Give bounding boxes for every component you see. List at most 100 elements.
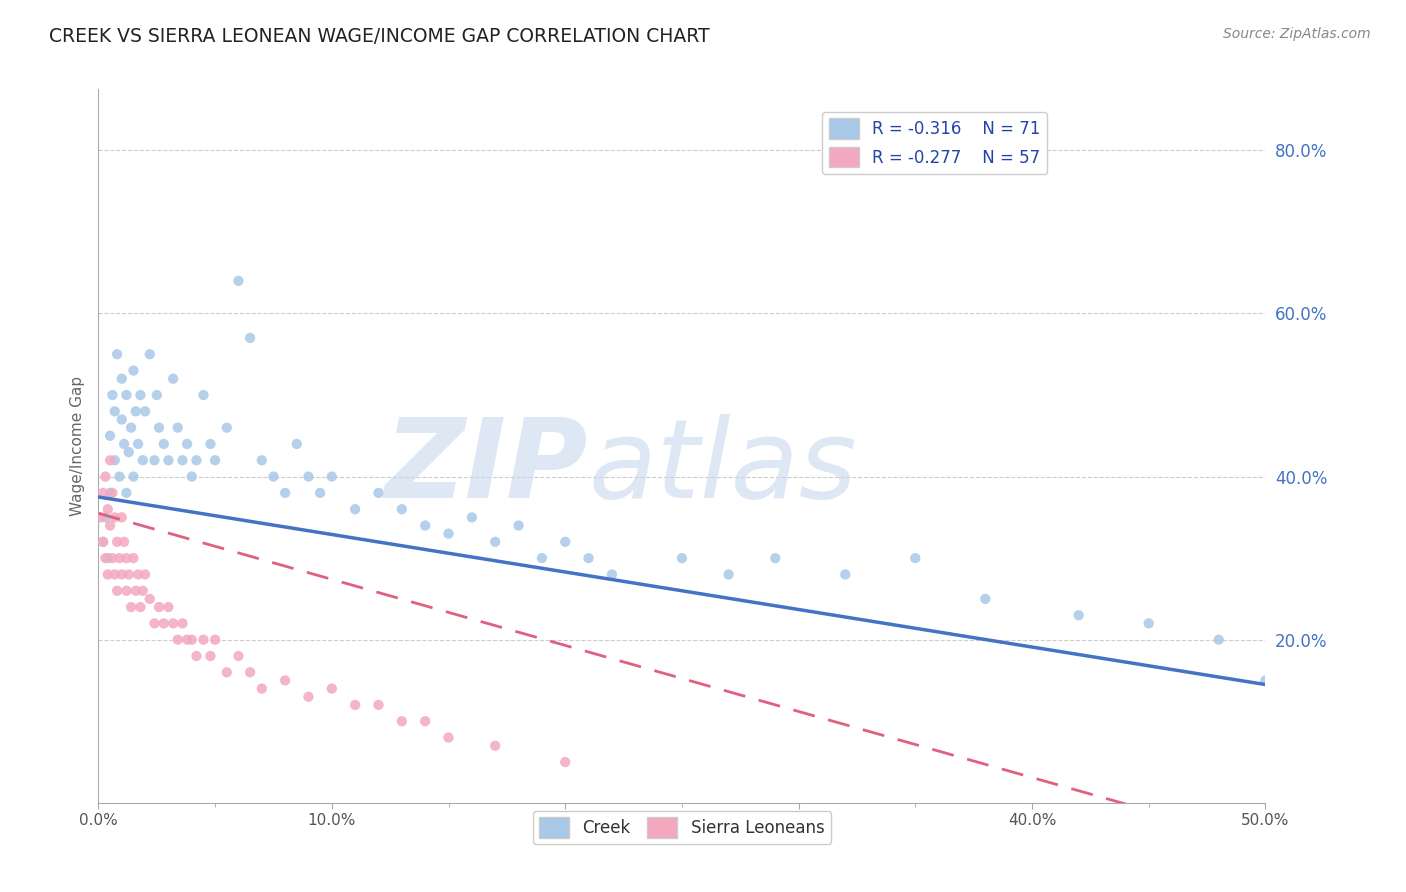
Point — [484, 534, 506, 549]
Point — [530, 551, 553, 566]
Point — [239, 331, 262, 345]
Point — [98, 453, 121, 467]
Point — [367, 486, 389, 500]
Text: ZIP: ZIP — [385, 414, 589, 521]
Point — [193, 388, 215, 402]
Point — [200, 648, 222, 663]
Point — [717, 567, 740, 582]
Point — [105, 534, 128, 549]
Point — [274, 486, 297, 500]
Point — [97, 551, 120, 566]
Text: atlas: atlas — [589, 414, 858, 521]
Point — [215, 420, 238, 434]
Point — [94, 469, 117, 483]
Point — [834, 567, 856, 582]
Point — [115, 486, 138, 500]
Point — [285, 437, 308, 451]
Point — [152, 616, 174, 631]
Point — [186, 648, 208, 663]
Point — [1208, 632, 1230, 647]
Point — [98, 429, 121, 443]
Point — [127, 567, 149, 582]
Point — [413, 714, 436, 729]
Point — [297, 469, 319, 483]
Point — [101, 486, 124, 500]
Point — [166, 420, 188, 434]
Point — [146, 388, 169, 402]
Point — [250, 453, 273, 467]
Point — [132, 583, 155, 598]
Point — [250, 681, 273, 696]
Point — [115, 388, 138, 402]
Point — [111, 412, 134, 426]
Point — [344, 502, 367, 516]
Point — [127, 437, 149, 451]
Point — [104, 510, 127, 524]
Point — [904, 551, 927, 566]
Point — [143, 616, 166, 631]
Point — [129, 600, 152, 615]
Point — [122, 469, 145, 483]
Point — [112, 437, 135, 451]
Point — [91, 534, 114, 549]
Point — [508, 518, 530, 533]
Point — [157, 600, 180, 615]
Point — [112, 534, 135, 549]
Point — [98, 486, 121, 500]
Point — [125, 583, 148, 598]
Point — [143, 453, 166, 467]
Point — [108, 469, 131, 483]
Point — [204, 632, 226, 647]
Point — [125, 404, 148, 418]
Point — [148, 420, 170, 434]
Point — [108, 551, 131, 566]
Point — [309, 486, 332, 500]
Point — [204, 453, 226, 467]
Point — [129, 388, 152, 402]
Point — [139, 591, 162, 606]
Point — [91, 486, 114, 500]
Point — [215, 665, 238, 680]
Point — [172, 453, 194, 467]
Point — [344, 698, 367, 712]
Point — [1254, 673, 1277, 688]
Point — [974, 591, 997, 606]
Point — [134, 404, 156, 418]
Point — [104, 404, 127, 418]
Y-axis label: Wage/Income Gap: Wage/Income Gap — [69, 376, 84, 516]
Point — [554, 755, 576, 769]
Point — [1137, 616, 1160, 631]
Point — [391, 714, 413, 729]
Point — [120, 420, 142, 434]
Point — [180, 632, 202, 647]
Point — [413, 518, 436, 533]
Point — [118, 445, 141, 459]
Legend: Creek, Sierra Leoneans: Creek, Sierra Leoneans — [533, 811, 831, 845]
Point — [101, 388, 124, 402]
Point — [391, 502, 413, 516]
Text: Source: ZipAtlas.com: Source: ZipAtlas.com — [1223, 27, 1371, 41]
Point — [193, 632, 215, 647]
Point — [111, 567, 134, 582]
Point — [105, 583, 128, 598]
Point — [228, 648, 250, 663]
Point — [104, 453, 127, 467]
Text: CREEK VS SIERRA LEONEAN WAGE/INCOME GAP CORRELATION CHART: CREEK VS SIERRA LEONEAN WAGE/INCOME GAP … — [49, 27, 710, 45]
Point — [166, 632, 188, 647]
Point — [297, 690, 319, 704]
Point — [101, 551, 124, 566]
Point — [97, 502, 120, 516]
Point — [763, 551, 786, 566]
Point — [274, 673, 297, 688]
Point — [120, 600, 142, 615]
Point — [115, 551, 138, 566]
Point — [554, 534, 576, 549]
Point — [172, 616, 194, 631]
Point — [1067, 608, 1090, 623]
Point — [94, 510, 117, 524]
Point — [437, 731, 460, 745]
Point — [139, 347, 162, 361]
Point — [180, 469, 202, 483]
Point — [239, 665, 262, 680]
Point — [90, 510, 112, 524]
